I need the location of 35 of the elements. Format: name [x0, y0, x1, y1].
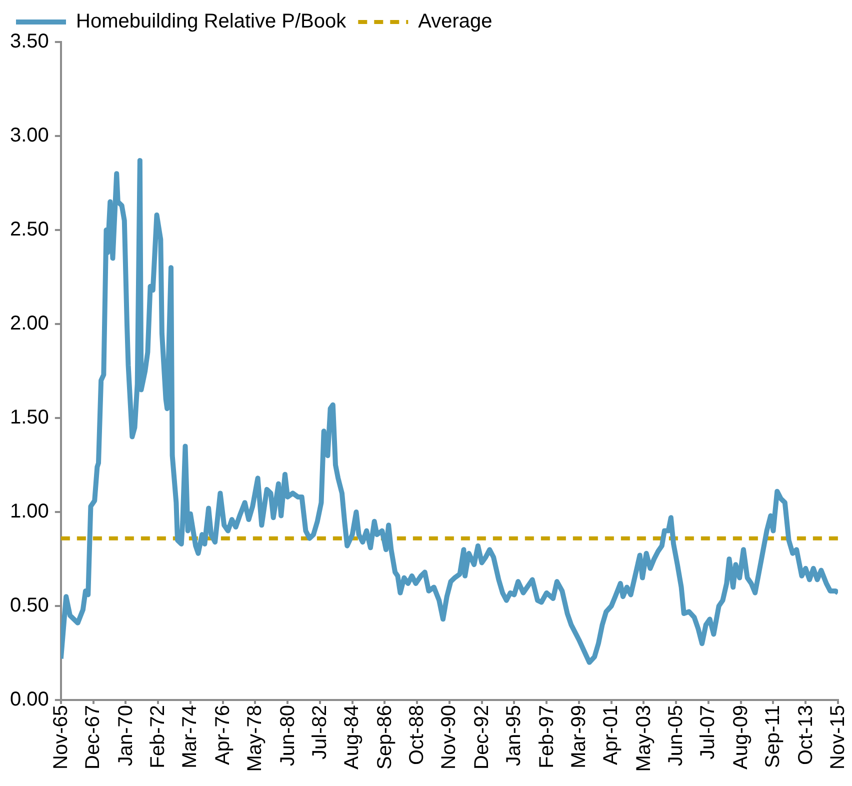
- x-tick-label: Oct-88: [406, 705, 428, 766]
- x-tick-label: May-03: [632, 705, 655, 772]
- x-tick-label: Mar-74: [179, 705, 202, 768]
- x-tick-label: Jun-80: [276, 705, 299, 766]
- x-tick-label: May-78: [244, 705, 266, 772]
- x-tick-label: Aug-84: [341, 705, 364, 770]
- y-tick-label: 2.00: [10, 312, 49, 335]
- x-tick-label: Nov-90: [438, 705, 460, 770]
- x-tick-label: Apr-76: [212, 705, 234, 766]
- x-tick-label: Jan-70: [114, 705, 137, 766]
- x-tick-label: Dec-67: [82, 705, 104, 770]
- x-tick-label: Jun-05: [665, 705, 688, 766]
- x-tick-label: Mar-99: [568, 705, 590, 768]
- x-tick-label: Oct-13: [794, 705, 817, 766]
- y-tick-label: 0.50: [10, 594, 49, 617]
- x-tick-label: Feb-97: [536, 705, 558, 768]
- y-tick-label: 3.50: [10, 30, 49, 53]
- y-tick-label: 1.50: [10, 406, 49, 429]
- x-tick-label: Sep-11: [762, 705, 784, 768]
- x-tick-label: Jul-07: [697, 705, 720, 760]
- x-tick-label: Jul-82: [308, 705, 331, 760]
- x-tick-label: Nov-15: [827, 705, 849, 770]
- x-tick-label: Sep-86: [374, 705, 396, 770]
- x-tick-label: Apr-01: [600, 705, 622, 766]
- y-tick-label: 0.00: [10, 688, 49, 711]
- y-tick-label: 1.00: [10, 500, 49, 523]
- legend-label: Homebuilding Relative P/Book: [76, 10, 348, 33]
- x-tick-label: Jan-95: [503, 705, 526, 766]
- legend-label: Average: [418, 10, 492, 33]
- x-tick-label: Dec-92: [470, 705, 493, 770]
- x-tick-label: Aug-09: [730, 705, 752, 770]
- y-tick-label: 3.00: [10, 124, 49, 147]
- x-tick-label: Feb-72: [147, 705, 170, 768]
- y-tick-label: 2.50: [10, 218, 49, 241]
- x-tick-label: Nov-65: [50, 705, 72, 770]
